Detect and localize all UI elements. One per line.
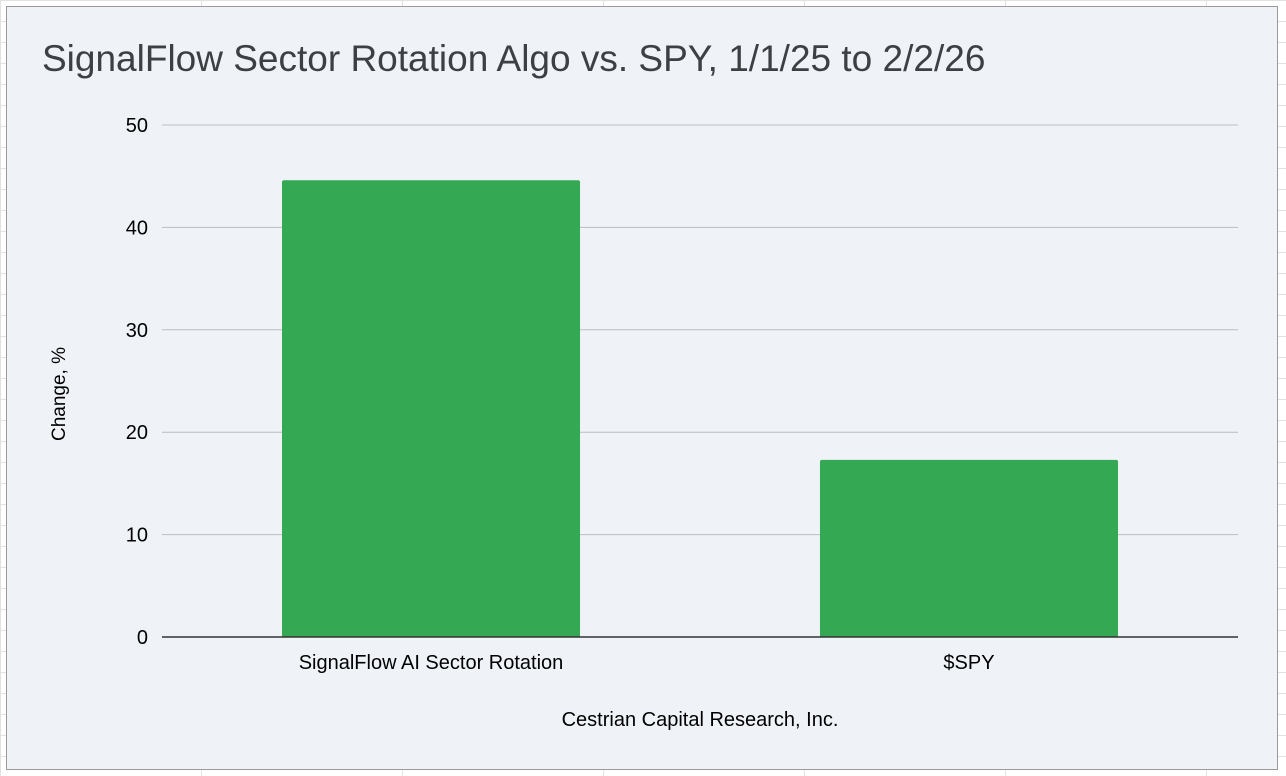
y-tick-label: 50 <box>126 115 148 137</box>
bar <box>281 180 581 637</box>
y-axis-label: Change, % <box>49 346 70 442</box>
y-tick-label: 40 <box>126 217 148 239</box>
y-tick-label: 0 <box>137 627 148 649</box>
x-tick-label: $SPY <box>943 652 994 674</box>
x-axis-label: Cestrian Capital Research, Inc. <box>561 709 839 731</box>
y-tick-label: 30 <box>126 320 148 342</box>
bar <box>819 459 1119 637</box>
y-tick-label: 10 <box>126 525 148 547</box>
chart-card[interactable] <box>6 6 1278 770</box>
x-tick-label: SignalFlow AI Sector Rotation <box>299 652 564 674</box>
chart-title: SignalFlow Sector Rotation Algo vs. SPY,… <box>42 38 986 79</box>
y-tick-label: 20 <box>126 422 148 444</box>
